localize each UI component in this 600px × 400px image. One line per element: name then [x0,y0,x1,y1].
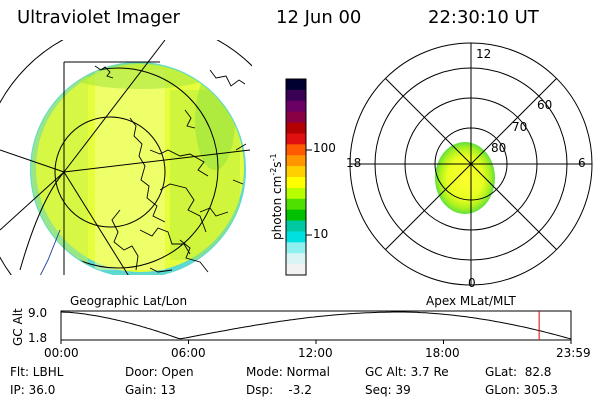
status-seq: Seq: 39 [365,383,411,397]
colorbar-swatch [286,253,306,265]
mlt-label-18: 18 [346,156,362,170]
colorbar-swatch [286,133,306,145]
colorbar-swatch [286,89,306,102]
colorbar-swatch [286,111,306,124]
status-filter: Flt: LBHL [10,365,64,379]
timeline-ymin: 1.8 [28,331,48,345]
status-glon: GLon: 305.3 [485,383,558,397]
tick-label-1200: 12:00 [298,346,333,360]
orbit-altitude-curve [60,311,572,340]
mlat-label-70: 70 [512,120,528,134]
colorbar-swatch [286,187,306,200]
colorbar-swatch [286,155,306,167]
colorbar-tick-100: 100 [313,141,336,155]
status-glat: GLat: 82.8 [485,365,552,379]
time-label: 22:30:10 UT [428,7,539,28]
coastlines [39,65,247,275]
status-gain: Gain: 13 [125,383,176,397]
colorbar-swatch [286,198,306,211]
colorbar-swatch [286,209,306,222]
orbit-timeline [60,310,572,344]
tick-label-0000: 00:00 [44,346,79,360]
instrument-title: Ultraviolet Imager [17,7,180,28]
colorbar-swatch [286,220,306,232]
timeline-ymax: 9.0 [28,306,48,320]
status-dsp: Dsp: -3.2 [246,383,312,397]
colorbar-unit-label: photon cm-2s-1 [269,153,284,240]
colorbar-swatch [286,100,306,113]
date-label: 12 Jun 00 [276,7,362,28]
status-mode: Mode: Normal [246,365,330,379]
timeline-ticks [60,340,572,344]
apex-panel-label: Apex MLat/MLT [426,294,516,308]
colorbar-swatch [286,242,306,254]
colorbar [285,78,312,276]
colorbar-swatch [286,122,306,134]
geographic-image-panel [0,40,252,275]
colorbar-swatch [286,79,306,91]
tick-label-1800: 18:00 [425,346,460,360]
mlt-label-6: 6 [578,156,586,170]
graticule-lines [0,40,251,275]
colorbar-tick-10: 10 [313,227,329,241]
status-door: Door: Open [125,365,194,379]
polar-plot [349,42,593,286]
tick-label-2359: 23:59 [556,346,591,360]
mlat-label-80: 80 [491,141,507,155]
colorbar-swatch [286,166,306,178]
colorbar-swatch [286,231,306,243]
mlat-label-60: 60 [537,98,553,112]
mlt-label-12: 12 [476,47,492,61]
colorbar-swatch [286,177,306,189]
colorbar-swatch [286,264,306,276]
status-gc-alt: GC Alt: 3.7 Re [365,365,449,379]
status-ip: IP: 36.0 [10,383,56,397]
geographic-panel-label: Geographic Lat/Lon [70,294,188,308]
mlt-label-0: 0 [468,276,476,290]
tick-label-0600: 06:00 [171,346,206,360]
timeline-ylabel: GC Alt [11,308,25,346]
polar-aurora [435,142,495,214]
colorbar-swatch [286,144,306,156]
